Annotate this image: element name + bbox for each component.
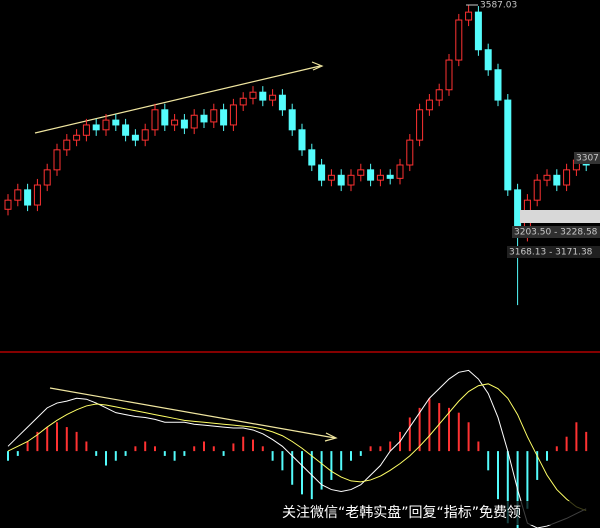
candle-body bbox=[563, 169, 571, 186]
candle-body bbox=[337, 174, 345, 186]
candle-body bbox=[151, 109, 159, 131]
candle-body bbox=[249, 91, 257, 99]
label-box bbox=[574, 152, 600, 164]
candle-body bbox=[122, 124, 130, 136]
candle-body bbox=[347, 174, 355, 186]
candle-body bbox=[416, 109, 424, 141]
candle-body bbox=[406, 139, 414, 166]
trend-line bbox=[49, 387, 336, 439]
candle-body bbox=[357, 169, 365, 176]
candle-body bbox=[229, 104, 237, 126]
candle-body bbox=[259, 91, 267, 101]
candle-body bbox=[533, 179, 541, 201]
annotation: 3168.13 - 3171.38 bbox=[509, 248, 593, 258]
candle-body bbox=[327, 174, 335, 181]
candle-body bbox=[43, 169, 51, 186]
label-box bbox=[507, 246, 600, 258]
candle-body bbox=[14, 189, 22, 201]
gap-box bbox=[520, 210, 600, 223]
watermark-bg bbox=[276, 501, 600, 525]
price-panel bbox=[4, 4, 590, 306]
annotation: 3307 bbox=[576, 154, 599, 164]
candle-body bbox=[543, 174, 551, 181]
trend-arrow bbox=[324, 432, 338, 442]
candle-body bbox=[210, 109, 218, 123]
candle-body bbox=[33, 184, 41, 206]
trend-arrow bbox=[311, 61, 324, 71]
candle-body bbox=[308, 149, 316, 166]
candle-body bbox=[73, 134, 81, 141]
candle-body bbox=[386, 174, 394, 179]
candle-body bbox=[82, 124, 90, 136]
candle-body bbox=[455, 19, 463, 61]
candle-body bbox=[445, 59, 453, 91]
macd-line bbox=[7, 383, 587, 512]
candle-body bbox=[171, 119, 179, 126]
candle-body bbox=[53, 149, 61, 171]
candle-body bbox=[504, 99, 512, 191]
candle-body bbox=[24, 189, 32, 206]
candle-body bbox=[180, 119, 188, 129]
candle-body bbox=[161, 109, 169, 126]
candle-body bbox=[465, 11, 473, 21]
candle-body bbox=[220, 109, 228, 126]
label-box bbox=[512, 226, 600, 238]
candle-body bbox=[298, 129, 306, 151]
candle-body bbox=[92, 124, 100, 131]
candle-body bbox=[4, 199, 12, 210]
candle-body bbox=[112, 119, 120, 126]
annotation: 3587.03 bbox=[480, 1, 517, 11]
candle-body bbox=[278, 94, 286, 111]
candle-body bbox=[200, 114, 208, 123]
trend-line bbox=[34, 65, 321, 134]
candle-body bbox=[484, 49, 492, 71]
candle-body bbox=[102, 119, 110, 131]
annotation: 3203.50 - 3228.58 bbox=[514, 228, 598, 238]
candle-body bbox=[141, 129, 149, 141]
watermark: 关注微信“老韩实盘”回复“指标”免费领 bbox=[282, 504, 521, 521]
candle-body bbox=[318, 164, 326, 181]
candle-body bbox=[367, 169, 375, 181]
candle-body bbox=[288, 109, 296, 131]
candle-body bbox=[425, 99, 433, 111]
candle-body bbox=[131, 134, 139, 141]
candle-body bbox=[435, 89, 443, 101]
candle-body bbox=[269, 94, 277, 101]
candle-body bbox=[494, 69, 502, 101]
candle-body bbox=[474, 11, 482, 51]
candle-body bbox=[396, 164, 404, 179]
macd-line bbox=[7, 369, 587, 528]
candle-body bbox=[190, 114, 198, 129]
candle-body bbox=[553, 174, 561, 186]
candle-body bbox=[63, 139, 71, 151]
candle-body bbox=[239, 97, 247, 106]
candle-body bbox=[376, 174, 384, 181]
